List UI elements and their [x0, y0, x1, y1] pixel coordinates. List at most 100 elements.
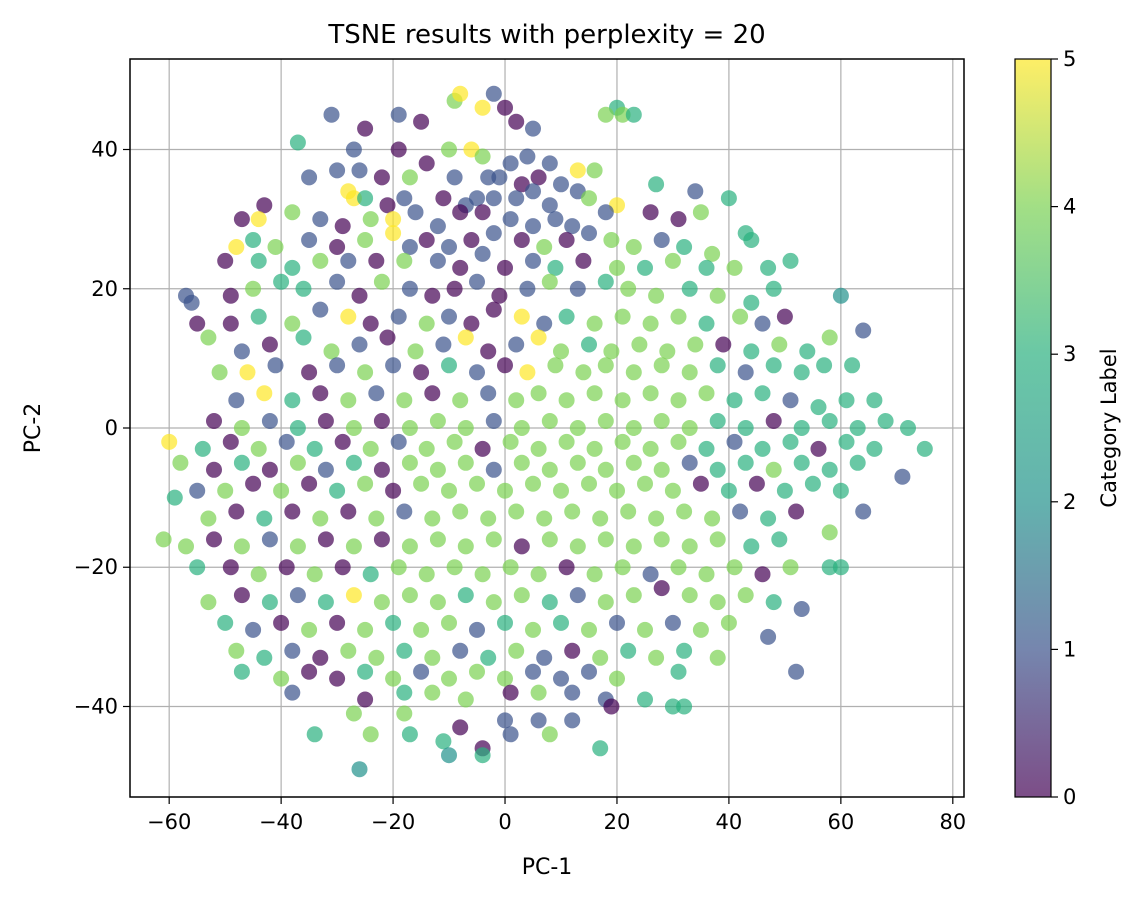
scatter-point — [390, 559, 407, 576]
scatter-point — [709, 413, 726, 429]
scatter-point — [788, 663, 805, 680]
scatter-point — [485, 461, 502, 478]
scatter-point — [385, 482, 402, 499]
scatter-point — [418, 315, 435, 332]
scatter-point — [760, 510, 777, 527]
scatter-point — [418, 566, 435, 583]
scatter-point — [832, 287, 849, 304]
scatter-point — [782, 433, 799, 450]
scatter-point — [301, 663, 318, 680]
x-tick-label: 0 — [498, 810, 511, 834]
scatter-point — [536, 510, 553, 527]
x-tick-label: 80 — [939, 810, 966, 834]
scatter-point — [373, 594, 390, 611]
scatter-point — [368, 510, 385, 527]
scatter-point — [357, 621, 374, 638]
scatter-point — [553, 176, 569, 193]
scatter-point — [497, 670, 513, 687]
scatter-point — [597, 106, 614, 123]
scatter-point — [429, 413, 446, 429]
scatter-point — [564, 642, 581, 659]
scatter-point — [530, 385, 547, 402]
scatter-point — [530, 169, 547, 186]
scatter-point — [575, 364, 592, 381]
scatter-point — [614, 308, 631, 325]
scatter-point — [541, 594, 558, 611]
scatter-point — [273, 482, 290, 499]
scatter-point — [480, 510, 497, 527]
scatter-point — [569, 420, 586, 436]
scatter-point — [284, 259, 301, 276]
scatter-point — [855, 322, 872, 339]
scatter-point — [536, 315, 553, 332]
scatter-point — [340, 252, 357, 269]
scatter-point — [228, 642, 245, 659]
scatter-point — [245, 232, 262, 248]
scatter-point — [754, 385, 771, 402]
scatter-point — [385, 614, 402, 631]
scatter-point — [233, 663, 250, 680]
scatter-point — [581, 621, 597, 638]
scatter-point — [497, 99, 513, 116]
scatter-point — [452, 642, 469, 659]
scatter-point — [558, 559, 575, 576]
scatter-point — [379, 197, 396, 214]
scatter-point — [446, 559, 463, 576]
scatter-point — [637, 691, 653, 708]
scatter-point — [250, 440, 267, 457]
scatter-point — [625, 239, 642, 255]
scatter-point — [368, 649, 385, 666]
scatter-point — [547, 259, 564, 276]
scatter-point — [698, 259, 715, 276]
scatter-point — [664, 614, 681, 631]
scatter-point — [306, 566, 323, 583]
scatter-point — [502, 155, 519, 172]
scatter-point — [541, 155, 558, 172]
scatter-point — [317, 594, 334, 611]
scatter-point — [508, 113, 525, 130]
scatter-point — [362, 211, 379, 228]
scatter-point — [424, 684, 441, 701]
scatter-point — [385, 670, 402, 687]
scatter-point — [329, 162, 346, 179]
scatter-point — [553, 670, 569, 687]
colorbar-tick-label: 1 — [1063, 637, 1076, 661]
scatter-point — [765, 461, 782, 478]
scatter-point — [301, 621, 318, 638]
scatter-point — [508, 503, 525, 520]
scatter-point — [413, 663, 430, 680]
scatter-point — [765, 594, 782, 611]
scatter-point — [720, 614, 737, 631]
scatter-point — [469, 663, 485, 680]
scatter-point — [603, 698, 620, 715]
scatter-point — [357, 232, 374, 248]
scatter-point — [178, 538, 194, 555]
x-tick-label: 40 — [716, 810, 743, 834]
scatter-point — [748, 475, 765, 492]
scatter-point — [737, 454, 754, 471]
scatter-point — [424, 510, 441, 527]
scatter-point — [233, 211, 250, 228]
scatter-point — [855, 503, 872, 520]
scatter-point — [441, 482, 457, 499]
scatter-point — [866, 440, 883, 457]
scatter-point — [228, 239, 245, 255]
scatter-point — [267, 239, 284, 255]
scatter-point — [541, 531, 558, 548]
scatter-point — [810, 440, 827, 457]
scatter-point — [446, 169, 463, 186]
scatter-point — [530, 440, 547, 457]
scatter-point — [278, 433, 295, 450]
scatter-point — [603, 232, 620, 248]
scatter-point — [413, 113, 430, 130]
scatter-point — [821, 329, 838, 346]
scatter-point — [401, 587, 418, 604]
scatter-point — [441, 747, 457, 764]
scatter-point — [289, 420, 306, 436]
scatter-points — [155, 85, 933, 778]
scatter-point — [698, 385, 715, 402]
scatter-point — [289, 538, 306, 555]
scatter-point — [222, 433, 239, 450]
scatter-point — [446, 433, 463, 450]
scatter-point — [581, 190, 597, 207]
